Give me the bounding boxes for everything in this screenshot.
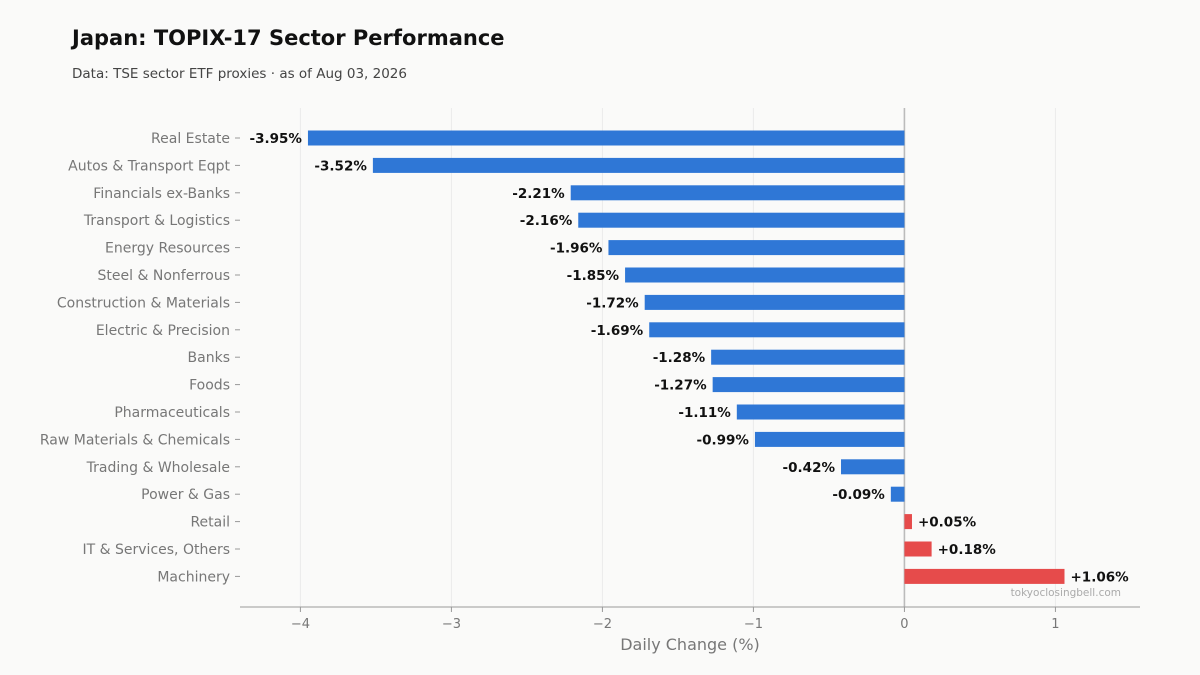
- bar-value-label: -0.42%: [783, 460, 836, 476]
- bar: [711, 349, 905, 365]
- x-tick-label: 1: [1051, 617, 1059, 632]
- category-label: Retail: [190, 515, 230, 531]
- watermark: tokyoclosingbell.com: [1011, 587, 1121, 599]
- bar: [570, 185, 905, 201]
- category-label: Foods: [189, 378, 230, 394]
- x-tick-label: −1: [744, 617, 763, 632]
- bar-value-label: -1.69%: [591, 323, 644, 339]
- bar-value-label: -0.99%: [696, 432, 749, 448]
- bar: [841, 459, 905, 475]
- category-label: Power & Gas: [141, 487, 230, 503]
- bar-value-label: -0.09%: [832, 487, 885, 503]
- category-label: Real Estate: [151, 131, 230, 147]
- bar-value-label: -1.85%: [567, 268, 620, 284]
- bar: [307, 130, 905, 146]
- bar-value-label: +0.05%: [918, 515, 977, 531]
- category-label: Transport & Logistics: [83, 213, 230, 229]
- bar-value-label: -1.28%: [653, 350, 706, 366]
- bar: [904, 541, 932, 557]
- x-tick-label: −4: [291, 617, 310, 632]
- bar-value-label: +1.06%: [1070, 569, 1129, 585]
- category-label: Financials ex-Banks: [93, 186, 230, 202]
- x-tick-label: −2: [593, 617, 612, 632]
- bar: [649, 322, 905, 338]
- bar-value-label: -1.72%: [586, 295, 639, 311]
- category-label: Energy Resources: [105, 241, 230, 257]
- bar-value-label: -3.52%: [314, 158, 367, 174]
- value-labels: -3.95% -3.52% -2.21% -2.16% -1.96% -1.85% -1.7…: [249, 131, 1129, 585]
- x-tick-label: −3: [442, 617, 461, 632]
- x-axis-title: Daily Change (%): [620, 635, 760, 654]
- bar-value-label: -1.11%: [678, 405, 731, 421]
- bar: [625, 267, 905, 283]
- bar: [372, 157, 905, 173]
- bar: [754, 431, 905, 447]
- bar-value-label: -1.96%: [550, 241, 603, 257]
- bar: [712, 377, 905, 393]
- bar: [904, 568, 1065, 584]
- bar: [904, 514, 912, 530]
- category-label: Electric & Precision: [96, 323, 230, 339]
- category-label: Steel & Nonferrous: [98, 268, 230, 284]
- category-labels: Real Estate Autos & Transport Eqpt Financi…: [40, 131, 240, 585]
- x-tick-label: 0: [900, 617, 908, 632]
- bar: [736, 404, 905, 420]
- bars: [307, 130, 1065, 584]
- category-label: Raw Materials & Chemicals: [40, 432, 230, 448]
- bar: [644, 294, 905, 310]
- category-label: Banks: [188, 350, 230, 366]
- x-axis: −4 −3 −2 −1 0 1: [240, 606, 1140, 632]
- category-label: Construction & Materials: [57, 295, 230, 311]
- bar-value-label: -2.16%: [520, 213, 573, 229]
- bar-value-label: -2.21%: [512, 186, 565, 202]
- category-label: Machinery: [157, 569, 230, 585]
- chart-title: Japan: TOPIX-17 Sector Performance: [72, 26, 505, 50]
- bar: [890, 486, 905, 502]
- bar-value-label: -3.95%: [249, 131, 302, 147]
- category-label: Pharmaceuticals: [114, 405, 230, 421]
- category-label: Autos & Transport Eqpt: [68, 158, 230, 174]
- category-label: Trading & Wholesale: [86, 460, 230, 476]
- bar-value-label: +0.18%: [938, 542, 997, 558]
- bar: [608, 240, 905, 256]
- chart-subtitle: Data: TSE sector ETF proxies · as of Aug…: [72, 66, 407, 82]
- category-label: IT & Services, Others: [83, 542, 230, 558]
- bar-value-label: -1.27%: [654, 378, 707, 394]
- bar: [578, 212, 905, 228]
